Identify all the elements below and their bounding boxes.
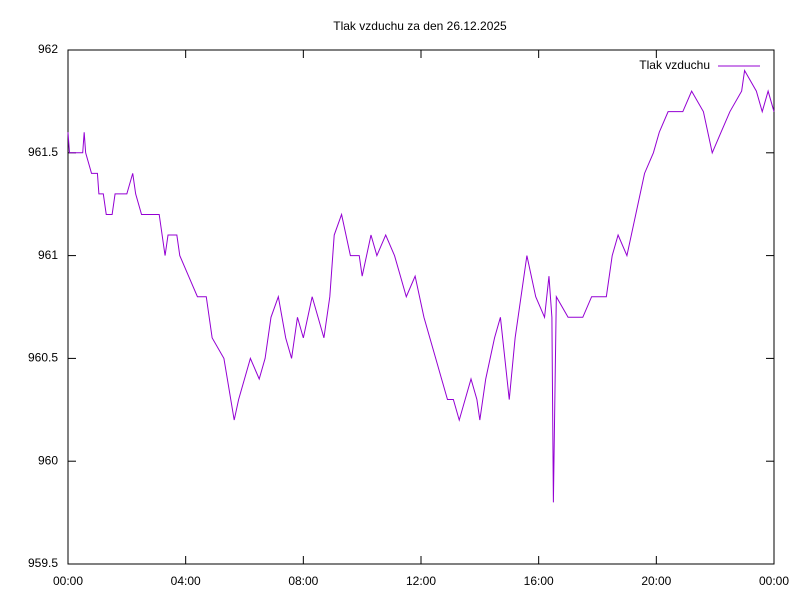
data-line [67,69,775,503]
y-tick-label: 959.5 [28,556,58,570]
x-tick-label: 20:00 [641,574,671,588]
y-tick-label: 960 [38,453,58,467]
x-tick-label: 16:00 [524,574,554,588]
plot-border [67,49,775,565]
y-tick-label: 962 [38,42,58,56]
x-tick-label: 12:00 [406,574,436,588]
x-tick-label: 00:00 [53,574,83,588]
y-tick-label: 960.5 [28,351,58,365]
y-tick-label: 961.5 [28,145,58,159]
x-tick-label: 04:00 [171,574,201,588]
x-tick-label: 00:00 [759,574,789,588]
legend-label: Tlak vzduchu [639,58,710,72]
x-tick-label: 08:00 [288,574,318,588]
y-tick-label: 961 [38,248,58,262]
chart-title: Tlak vzduchu za den 26.12.2025 [333,19,507,33]
